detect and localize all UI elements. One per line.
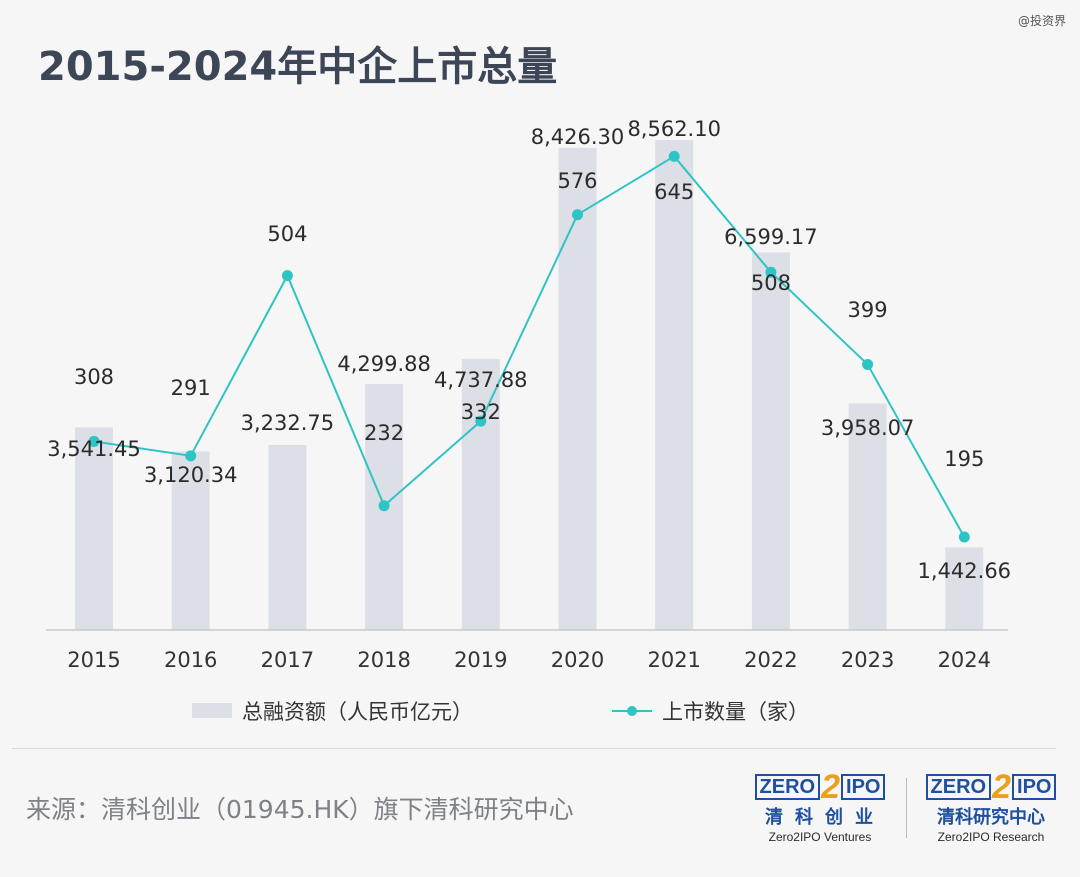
x-tick-label-2019: 2019 xyxy=(454,648,507,672)
line-point-2015 xyxy=(88,435,100,447)
logo-two: 2 xyxy=(992,768,1012,806)
line-value-label-2016: 291 xyxy=(171,376,211,400)
line-point-2020 xyxy=(572,209,583,221)
line-value-label-2015: 308 xyxy=(74,365,114,389)
x-tick-label-2020: 2020 xyxy=(551,648,604,672)
bar-2017 xyxy=(268,445,307,630)
bar-value-label-2015: 3,541.45 xyxy=(47,437,141,461)
bar-value-label-2022: 6,599.17 xyxy=(724,225,818,249)
logo-cn-name: 清科创业 xyxy=(765,807,885,828)
bar-2021 xyxy=(655,140,694,630)
logo-separator xyxy=(906,778,907,838)
legend-bar-swatch xyxy=(192,703,232,718)
line-series-listings xyxy=(93,155,966,538)
line-value-label-2023: 399 xyxy=(848,298,888,322)
bar-value-label-2023: 3,958.07 xyxy=(821,416,915,440)
line-value-label-2018: 232 xyxy=(364,421,404,445)
line-point-2021 xyxy=(668,150,680,162)
x-tick-label-2018: 2018 xyxy=(357,648,410,672)
bar-2024 xyxy=(945,547,984,630)
bar-value-label-2024: 1,442.66 xyxy=(918,559,1012,583)
bar-value-label-2018: 4,299.88 xyxy=(337,352,431,376)
x-tick-label-2016: 2016 xyxy=(164,648,217,672)
bar-2015 xyxy=(75,427,113,630)
line-value-label-2022: 508 xyxy=(751,271,791,295)
line-point-2018 xyxy=(378,500,390,512)
line-value-label-2019: 332 xyxy=(461,400,501,424)
bar-value-label-2019: 4,737.88 xyxy=(434,368,528,392)
logo-two: 2 xyxy=(821,768,841,806)
zero2ipo-ventures-logo: ZERO 2 IPO 清科创业 Zero2IPO Ventures xyxy=(752,768,888,844)
logo-zero: ZERO xyxy=(925,774,992,800)
line-value-label-2017: 504 xyxy=(267,222,307,246)
chart-title: 2015-2024年中企上市总量 xyxy=(38,44,558,90)
bar-value-label-2020: 8,426.30 xyxy=(531,125,625,149)
legend-bar-label: 总融资额（人民币亿元） xyxy=(242,700,473,724)
legend-line-label: 上市数量（家） xyxy=(662,700,809,724)
chart: 2015 2016 2017 2018 2019 2020 2021 2022 2023 2024… xyxy=(46,117,1012,724)
watermark: @投资界 xyxy=(1017,14,1066,28)
logo-ipo: IPO xyxy=(841,774,886,800)
legend-line-marker xyxy=(627,706,637,716)
bar-2023 xyxy=(848,403,887,630)
logo-en-name: Zero2IPO Ventures xyxy=(768,830,872,844)
bar-2019 xyxy=(461,358,500,630)
logo-ipo: IPO xyxy=(1012,774,1057,800)
logo-zero: ZERO xyxy=(754,774,821,800)
zero2ipo-research-logo: ZERO 2 IPO 清科研究中心 Zero2IPO Research xyxy=(924,768,1058,844)
line-point-2022 xyxy=(765,266,777,278)
line-value-label-2021: 645 xyxy=(654,180,694,204)
logo-cn-name: 清科研究中心 xyxy=(937,807,1045,828)
line-point-2024 xyxy=(958,531,970,543)
x-tick-label-2015: 2015 xyxy=(67,648,120,672)
line-value-label-2020: 576 xyxy=(557,169,597,193)
bar-value-label-2016: 3,120.34 xyxy=(144,463,238,487)
x-tick-label-2017: 2017 xyxy=(261,648,314,672)
bar-value-label-2017: 3,232.75 xyxy=(241,411,335,435)
x-tick-label-2022: 2022 xyxy=(744,648,797,672)
x-tick-label-2024: 2024 xyxy=(938,648,991,672)
logo-en-name: Zero2IPO Research xyxy=(937,830,1045,844)
bar-2022 xyxy=(751,252,790,630)
x-tick-label-2021: 2021 xyxy=(647,648,700,672)
line-point-2017 xyxy=(281,270,293,282)
line-point-2019 xyxy=(475,415,487,427)
line-value-label-2024: 195 xyxy=(944,447,984,471)
line-point-2023 xyxy=(862,358,874,370)
bar-2016 xyxy=(171,451,210,630)
bar-2020 xyxy=(558,147,597,631)
x-tick-label-2023: 2023 xyxy=(841,648,894,672)
footer-divider xyxy=(12,748,1056,749)
bar-value-label-2021: 8,562.10 xyxy=(627,117,721,141)
line-point-2016 xyxy=(185,450,197,462)
source-note: 来源：清科创业（01945.HK）旗下清科研究中心 xyxy=(26,795,574,824)
